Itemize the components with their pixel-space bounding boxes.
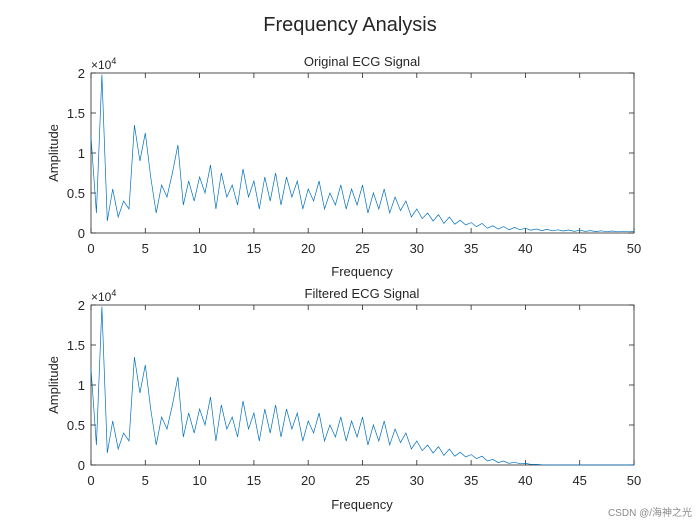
x-tick-label: 30 [410,473,424,488]
exponent-base: ×10 [91,58,112,72]
y-axis-label: Amplitude [46,124,61,182]
y-tick-label: 1.5 [67,106,85,121]
x-tick-label: 5 [142,241,149,256]
y-axis-label: Amplitude [46,356,61,414]
subplot-original-ecg: Original ECG Signal Amplitude Frequency … [46,54,641,279]
y-ticks: 0 0.5 1 1.5 2 [67,66,634,241]
y-tick-label: 1 [78,146,85,161]
y-tick-label: 0.5 [67,418,85,433]
x-axis-label: Frequency [331,497,393,512]
x-tick-label: 45 [572,473,586,488]
x-tick-label: 0 [87,473,94,488]
figure-title: Frequency Analysis [263,14,436,36]
x-axis-label: Frequency [331,264,393,279]
x-tick-label: 10 [192,473,206,488]
x-tick-label: 20 [301,241,315,256]
x-tick-label: 25 [355,473,369,488]
x-tick-label: 45 [572,241,586,256]
exponent-power: 4 [111,288,116,298]
plot-area [90,72,635,234]
subplot-title: Filtered ECG Signal [305,286,420,301]
x-tick-label: 0 [87,241,94,256]
y-tick-label: 2 [78,298,85,313]
y-ticks: 0 0.5 1 1.5 2 [67,298,634,473]
y-tick-label: 0 [78,458,85,473]
plot-area [90,304,635,466]
x-tick-label: 15 [247,241,261,256]
y-tick-label: 1.5 [67,338,85,353]
exponent-label: ×104 [91,288,116,304]
x-tick-label: 35 [464,473,478,488]
x-tick-label: 5 [142,473,149,488]
exponent-label: ×104 [91,56,116,72]
x-tick-label: 40 [518,473,532,488]
exponent-base: ×10 [91,290,112,304]
series-line [90,74,635,233]
y-tick-label: 0.5 [67,186,85,201]
x-tick-label: 15 [247,473,261,488]
x-tick-label: 50 [627,473,641,488]
y-tick-label: 0 [78,226,85,241]
y-tick-label: 1 [78,378,85,393]
series-line [90,306,634,466]
subplot-filtered-ecg: Filtered ECG Signal Amplitude Frequency … [46,286,641,512]
watermark: CSDN @/海神之光 [607,508,692,519]
x-tick-label: 40 [518,241,532,256]
x-tick-label: 25 [355,241,369,256]
y-tick-label: 2 [78,66,85,81]
x-tick-label: 30 [410,241,424,256]
exponent-power: 4 [111,56,116,66]
x-ticks: 0 5 10 15 20 25 30 35 40 45 50 [87,305,641,488]
x-tick-label: 20 [301,473,315,488]
x-tick-label: 10 [192,241,206,256]
x-tick-label: 50 [627,241,641,256]
x-tick-label: 35 [464,241,478,256]
x-ticks: 0 5 10 15 20 25 30 35 40 45 50 [87,73,641,256]
subplot-title: Original ECG Signal [304,54,420,69]
